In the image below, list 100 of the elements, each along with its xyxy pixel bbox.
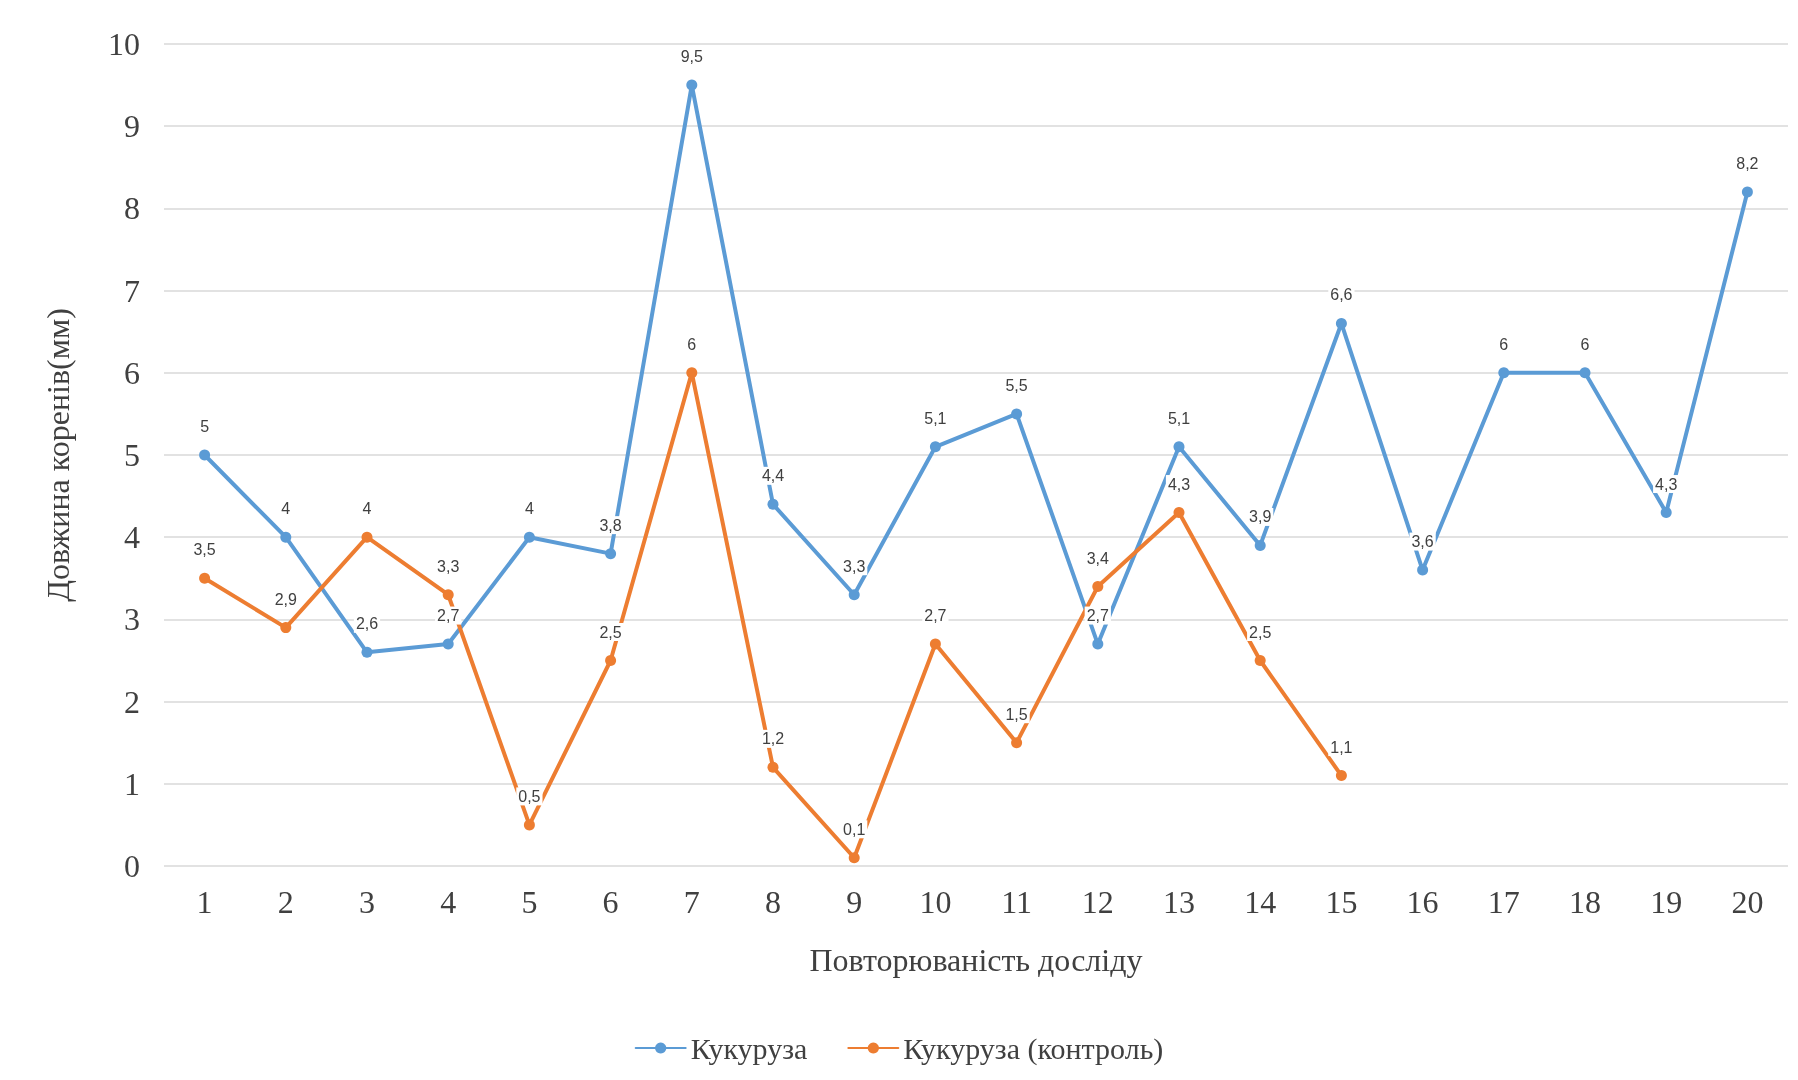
point [1254, 539, 1266, 551]
x-tick-label: 4 [440, 884, 457, 920]
data-label: 6 [1499, 335, 1509, 353]
y-tick-label: 1 [124, 765, 140, 802]
data-label: 5,1 [924, 409, 947, 427]
point [848, 589, 860, 601]
point [767, 498, 779, 510]
data-label: 6,6 [1330, 286, 1353, 304]
data-label: 4 [281, 500, 291, 518]
point [1092, 581, 1104, 593]
point [1741, 186, 1753, 198]
point [848, 852, 860, 864]
x-tick-label: 16 [1406, 884, 1439, 920]
y-tick-label: 4 [124, 519, 140, 556]
point [1660, 507, 1672, 519]
y-tick-label: 5 [124, 437, 140, 473]
x-tick-label: 9 [846, 884, 863, 920]
data-label: 4,3 [1167, 475, 1191, 493]
x-tick-label: 13 [1163, 884, 1195, 920]
x-tick-label: 10 [919, 884, 952, 920]
legend-label: Кукуруза [690, 1031, 808, 1065]
x-tick-label: 7 [683, 884, 700, 920]
point [686, 79, 698, 91]
point [1498, 367, 1510, 379]
point [929, 441, 941, 453]
data-label: 6 [687, 335, 697, 353]
y-tick-label: 8 [124, 190, 140, 227]
data-label: 3,3 [437, 557, 460, 575]
data-label: 2,9 [274, 590, 298, 608]
x-tick-label: 8 [765, 884, 781, 920]
x-tick-label: 17 [1487, 884, 1520, 920]
point [442, 589, 454, 601]
y-tick-label: 0 [124, 848, 140, 884]
point [280, 531, 292, 543]
x-tick-label: 12 [1081, 884, 1114, 920]
point [605, 548, 617, 560]
data-label: 2,5 [1249, 623, 1272, 641]
data-label: 0,5 [518, 787, 541, 805]
point [1011, 737, 1023, 749]
point [767, 761, 779, 773]
point [442, 638, 454, 650]
data-label: 2,6 [355, 615, 379, 633]
data-label: 2,7 [437, 607, 460, 625]
x-tick-label: 20 [1731, 884, 1764, 920]
data-label: 2,7 [1086, 607, 1110, 625]
data-label: 9,5 [680, 48, 704, 66]
point [1417, 564, 1429, 576]
point [929, 638, 941, 650]
x-tick-label: 15 [1325, 884, 1358, 920]
point [1173, 507, 1185, 519]
point [361, 646, 373, 658]
x-tick-label: 3 [359, 884, 375, 920]
point [1254, 655, 1266, 666]
y-tick-label: 3 [124, 601, 140, 638]
data-label: 2,5 [599, 623, 622, 641]
data-label: 3,4 [1086, 549, 1110, 567]
data-label: 3,3 [843, 557, 866, 575]
point [1579, 367, 1591, 379]
point [523, 819, 535, 831]
data-label: 1,1 [1330, 738, 1353, 756]
point [361, 531, 373, 543]
point [1092, 638, 1104, 650]
data-label: 1,5 [1005, 705, 1028, 723]
point [199, 449, 211, 461]
point [1173, 441, 1185, 453]
point [605, 655, 617, 666]
y-axis-title: Довжина коренів(мм) [40, 308, 76, 602]
x-tick-label: 6 [602, 884, 619, 920]
point [1335, 317, 1347, 329]
data-label: 8,2 [1736, 154, 1759, 172]
x-tick-label: 19 [1650, 884, 1683, 920]
x-tick-label: 1 [196, 884, 213, 920]
data-label: 3,5 [193, 541, 216, 559]
x-tick-label: 18 [1569, 884, 1601, 920]
x-tick-label: 11 [1001, 884, 1033, 920]
data-label: 5,1 [1167, 409, 1191, 427]
data-label: 4,3 [1655, 475, 1678, 493]
data-label: 5,5 [1005, 376, 1028, 394]
y-tick-label: 6 [124, 354, 140, 391]
point [280, 622, 292, 634]
data-label: 4 [362, 500, 372, 518]
data-label: 4,4 [761, 467, 785, 485]
data-label: 3,9 [1249, 508, 1272, 526]
x-tick-label: 2 [277, 884, 294, 920]
point [1335, 770, 1347, 782]
y-tick-label: 10 [108, 26, 140, 62]
data-label: 2,7 [924, 607, 947, 625]
data-label: 0,1 [843, 820, 866, 838]
data-label: 4 [524, 500, 534, 518]
y-tick-label: 7 [124, 272, 140, 309]
data-label: 5 [200, 418, 210, 435]
y-tick-label: 9 [124, 108, 140, 145]
y-tick-label: 2 [124, 683, 140, 720]
point [523, 531, 535, 543]
legend-label: Кукуруза (контроль) [903, 1031, 1164, 1066]
data-label: 6 [1580, 335, 1590, 353]
data-label: 3,8 [599, 516, 622, 534]
x-axis-title: Повторюваність досліду [809, 942, 1143, 978]
point [199, 572, 211, 584]
x-tick-label: 5 [521, 884, 538, 920]
